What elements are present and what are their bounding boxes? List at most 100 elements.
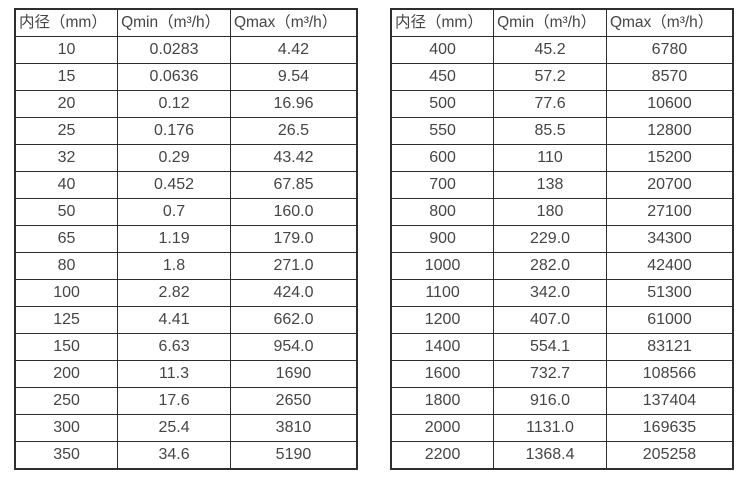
table-row: 1400 554.1 83121: [390, 333, 734, 361]
diameter-cell: 2000: [390, 414, 495, 442]
diameter-cell: 65: [14, 225, 119, 253]
qmax-cell: 169635: [605, 414, 734, 442]
table-row: 800 180 27100: [390, 198, 734, 226]
qmax-cell: 137404: [605, 387, 734, 415]
qmax-cell: 662.0: [229, 306, 358, 334]
table-row: 32 0.29 43.42: [14, 144, 358, 172]
qmin-cell: 0.176: [117, 117, 231, 145]
table-row: 900 229.0 34300: [390, 225, 734, 253]
table-body: 400 45.2 6780 450 57.2 8570 500 77.6 10600 550 85.…: [390, 36, 734, 470]
table-row: 250 17.6 2650: [14, 387, 358, 415]
qmin-column-header: Qmin（m³/h）: [117, 8, 231, 37]
qmin-cell: 0.12: [117, 90, 231, 118]
table-row: 600 110 15200: [390, 144, 734, 172]
diameter-cell: 300: [14, 414, 119, 442]
qmax-cell: 179.0: [229, 225, 358, 253]
diameter-column-header: 内径（mm）: [14, 8, 119, 37]
diameter-cell: 1600: [390, 360, 495, 388]
qmin-cell: 282.0: [493, 252, 607, 280]
diameter-cell: 10: [14, 36, 119, 64]
qmin-cell: 1.19: [117, 225, 231, 253]
table-row: 80 1.8 271.0: [14, 252, 358, 280]
qmin-cell: 4.41: [117, 306, 231, 334]
qmax-cell: 2650: [229, 387, 358, 415]
qmax-cell: 61000: [605, 306, 734, 334]
table-row: 1000 282.0 42400: [390, 252, 734, 280]
qmax-cell: 83121: [605, 333, 734, 361]
table-row: 150 6.63 954.0: [14, 333, 358, 361]
qmax-cell: 954.0: [229, 333, 358, 361]
diameter-cell: 20: [14, 90, 119, 118]
qmax-cell: 1690: [229, 360, 358, 388]
qmin-cell: 2.82: [117, 279, 231, 307]
qmin-cell: 138: [493, 171, 607, 199]
table-row: 40 0.452 67.85: [14, 171, 358, 199]
table-row: 400 45.2 6780: [390, 36, 734, 64]
qmax-cell: 20700: [605, 171, 734, 199]
table-body: 10 0.0283 4.42 15 0.0636 9.54 20 0.12 16.96 25 0.1…: [14, 36, 358, 470]
qmax-cell: 5190: [229, 441, 358, 470]
qmax-cell: 15200: [605, 144, 734, 172]
qmax-cell: 424.0: [229, 279, 358, 307]
qmax-cell: 108566: [605, 360, 734, 388]
qmin-cell: 6.63: [117, 333, 231, 361]
diameter-cell: 25: [14, 117, 119, 145]
qmin-cell: 0.29: [117, 144, 231, 172]
qmax-cell: 42400: [605, 252, 734, 280]
qmin-cell: 1131.0: [493, 414, 607, 442]
qmax-cell: 12800: [605, 117, 734, 145]
diameter-cell: 1000: [390, 252, 495, 280]
table-row: 200 11.3 1690: [14, 360, 358, 388]
qmin-cell: 342.0: [493, 279, 607, 307]
qmax-cell: 9.54: [229, 63, 358, 91]
diameter-cell: 100: [14, 279, 119, 307]
diameter-cell: 350: [14, 441, 119, 470]
flow-rate-table-large-diameters: 内径（mm） Qmin（m³/h） Qmax（m³/h） 400 45.2 6780 45…: [390, 8, 734, 470]
table-row: 350 34.6 5190: [14, 441, 358, 470]
qmin-cell: 0.0283: [117, 36, 231, 64]
qmin-cell: 77.6: [493, 90, 607, 118]
diameter-cell: 125: [14, 306, 119, 334]
qmin-cell: 0.0636: [117, 63, 231, 91]
qmin-cell: 229.0: [493, 225, 607, 253]
diameter-cell: 1800: [390, 387, 495, 415]
table-row: 2200 1368.4 205258: [390, 441, 734, 470]
qmax-cell: 271.0: [229, 252, 358, 280]
qmin-cell: 916.0: [493, 387, 607, 415]
qmin-cell: 180: [493, 198, 607, 226]
diameter-cell: 80: [14, 252, 119, 280]
qmax-cell: 67.85: [229, 171, 358, 199]
qmax-cell: 51300: [605, 279, 734, 307]
table-row: 2000 1131.0 169635: [390, 414, 734, 442]
qmin-cell: 732.7: [493, 360, 607, 388]
qmax-cell: 34300: [605, 225, 734, 253]
table-header: 内径（mm） Qmin（m³/h） Qmax（m³/h）: [14, 8, 358, 37]
flow-rate-table-small-diameters: 内径（mm） Qmin（m³/h） Qmax（m³/h） 10 0.0283 4.42 1…: [14, 8, 358, 470]
qmin-cell: 34.6: [117, 441, 231, 470]
qmax-cell: 8570: [605, 63, 734, 91]
diameter-cell: 200: [14, 360, 119, 388]
table-row: 300 25.4 3810: [14, 414, 358, 442]
table-row: 25 0.176 26.5: [14, 117, 358, 145]
qmax-cell: 6780: [605, 36, 734, 64]
qmin-column-header: Qmin（m³/h）: [493, 8, 607, 37]
qmax-cell: 205258: [605, 441, 734, 470]
diameter-cell: 15: [14, 63, 119, 91]
qmax-cell: 3810: [229, 414, 358, 442]
diameter-cell: 400: [390, 36, 495, 64]
qmax-cell: 27100: [605, 198, 734, 226]
table-row: 65 1.19 179.0: [14, 225, 358, 253]
diameter-cell: 550: [390, 117, 495, 145]
header-row: 内径（mm） Qmin（m³/h） Qmax（m³/h）: [14, 8, 358, 37]
qmin-cell: 554.1: [493, 333, 607, 361]
diameter-cell: 2200: [390, 441, 495, 470]
qmax-cell: 10600: [605, 90, 734, 118]
diameter-cell: 50: [14, 198, 119, 226]
qmin-cell: 45.2: [493, 36, 607, 64]
qmax-cell: 43.42: [229, 144, 358, 172]
qmin-cell: 407.0: [493, 306, 607, 334]
diameter-cell: 40: [14, 171, 119, 199]
table-row: 10 0.0283 4.42: [14, 36, 358, 64]
diameter-cell: 500: [390, 90, 495, 118]
